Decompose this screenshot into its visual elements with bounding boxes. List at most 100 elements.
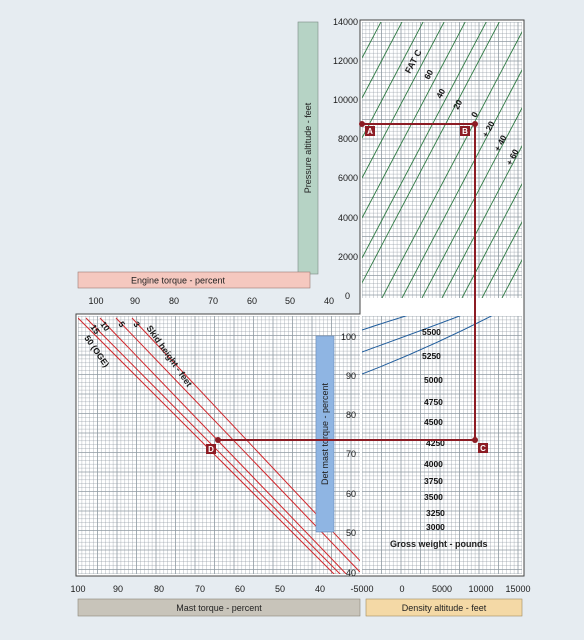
gw-label: 5500	[422, 327, 441, 337]
pressure-altitude-ticks: 14000 12000 10000 8000 6000 4000 2000 0	[333, 17, 358, 301]
fat-line	[362, 22, 403, 99]
gross-weight-curve	[362, 316, 493, 375]
mt-tick: 80	[154, 584, 164, 594]
fat-line	[401, 69, 522, 298]
et-tick: 40	[324, 296, 334, 306]
pa-tick: 10000	[333, 95, 358, 105]
fat-line	[362, 22, 487, 259]
solution-path: A B C D	[206, 121, 488, 454]
point-b-dot	[472, 121, 478, 127]
marker-c: C	[480, 444, 486, 453]
pa-tick: 6000	[338, 173, 358, 183]
gw-label: 4250	[426, 438, 445, 448]
fat-line	[461, 183, 522, 298]
fat-line	[381, 31, 522, 298]
pa-tick: 0	[345, 291, 350, 301]
fat-label: 0	[469, 110, 480, 119]
gw-label: 5000	[424, 375, 443, 385]
gross-weight-curve	[362, 316, 408, 331]
skid-label: 5	[116, 319, 127, 329]
gw-label: 4750	[424, 397, 443, 407]
dmt-tick: 40	[346, 568, 356, 578]
gw-label: 3250	[426, 508, 445, 518]
mt-tick: 60	[235, 584, 245, 594]
da-tick: 15000	[505, 584, 530, 594]
fat-line	[362, 22, 466, 219]
fat-line	[421, 107, 522, 298]
marker-b-box	[460, 126, 470, 136]
da-tick: 5000	[432, 584, 452, 594]
fat-line	[562, 0, 584, 298]
pa-tick: 14000	[333, 17, 358, 27]
gw-label: 3500	[424, 492, 443, 502]
dmt-tick: 100	[341, 332, 356, 342]
gw-label: 3750	[424, 476, 443, 486]
marker-d: D	[208, 445, 214, 454]
fat-line	[521, 297, 522, 298]
pa-tick: 8000	[338, 134, 358, 144]
mt-tick: 40	[315, 584, 325, 594]
pa-tick: 4000	[338, 213, 358, 223]
fat-label: 20	[451, 98, 464, 111]
det-mast-torque-label: Det mast torque - percent	[320, 382, 330, 485]
gross-weight-curves	[362, 316, 493, 375]
fat-line	[542, 0, 584, 298]
pa-tick: 12000	[333, 56, 358, 66]
fat-line	[362, 22, 445, 179]
mt-tick: 70	[195, 584, 205, 594]
fat-label: 40	[434, 87, 447, 100]
fat-line	[362, 22, 424, 139]
marker-a: A	[367, 127, 373, 136]
pressure-altitude-label: Pressure altitude - feet	[303, 102, 313, 193]
gross-weight-curve	[362, 316, 461, 353]
fat-line	[481, 221, 522, 298]
point-d-dot	[215, 437, 221, 443]
da-tick: 0	[399, 584, 404, 594]
gross-weight-labels: 5500 5250 5000 4750 4500 4250 4000 3750 …	[422, 327, 445, 532]
dmt-tick: 60	[346, 489, 356, 499]
mast-torque-label-panel	[77, 598, 361, 617]
fat-lines	[362, 0, 584, 298]
density-altitude-grid	[362, 316, 522, 574]
mast-torque-ticks: 100 90 80 70 60 50 40	[70, 584, 325, 594]
point-c-dot	[472, 437, 478, 443]
gross-weight-title: Gross weight - pounds	[390, 539, 488, 549]
marker-b: B	[462, 127, 468, 136]
density-altitude-label: Density altitude - feet	[402, 603, 487, 613]
mast-torque-label: Mast torque - percent	[176, 603, 262, 613]
engine-torque-ticks: 100 90 80 70 60 50 40	[88, 296, 334, 306]
et-tick: 50	[285, 296, 295, 306]
engine-torque-label: Engine torque - percent	[131, 276, 226, 286]
density-altitude-label-panel	[365, 598, 523, 617]
density-altitude-ticks: -5000 0 5000 10000 15000	[350, 584, 530, 594]
det-mast-torque-label-panel	[315, 335, 335, 533]
da-tick: -5000	[350, 584, 373, 594]
gw-label: 5250	[422, 351, 441, 361]
marker-a-box	[365, 126, 375, 136]
gw-label: 4500	[424, 417, 443, 427]
et-tick: 70	[208, 296, 218, 306]
gw-label: 4000	[424, 459, 443, 469]
dmt-tick: 80	[346, 410, 356, 420]
dmt-tick: 90	[346, 371, 356, 381]
fat-line	[362, 22, 500, 284]
et-tick: 90	[130, 296, 140, 306]
engine-torque-label-panel	[77, 271, 311, 289]
dmt-tick: 50	[346, 528, 356, 538]
skid-line	[99, 317, 347, 574]
da-tick: 10000	[468, 584, 493, 594]
gw-label: 3000	[426, 522, 445, 532]
et-tick: 80	[169, 296, 179, 306]
point-a-dot	[359, 121, 365, 127]
fat-line	[441, 145, 522, 298]
marker-d-box	[206, 444, 216, 454]
det-mast-torque-ticks: 100 90 80 70 60 50 40	[341, 332, 356, 578]
et-tick: 60	[247, 296, 257, 306]
marker-c-box	[478, 443, 488, 453]
mt-tick: 100	[70, 584, 85, 594]
mt-tick: 90	[113, 584, 123, 594]
skid-label: 3	[131, 319, 142, 329]
pa-tick: 2000	[338, 252, 358, 262]
mt-tick: 50	[275, 584, 285, 594]
